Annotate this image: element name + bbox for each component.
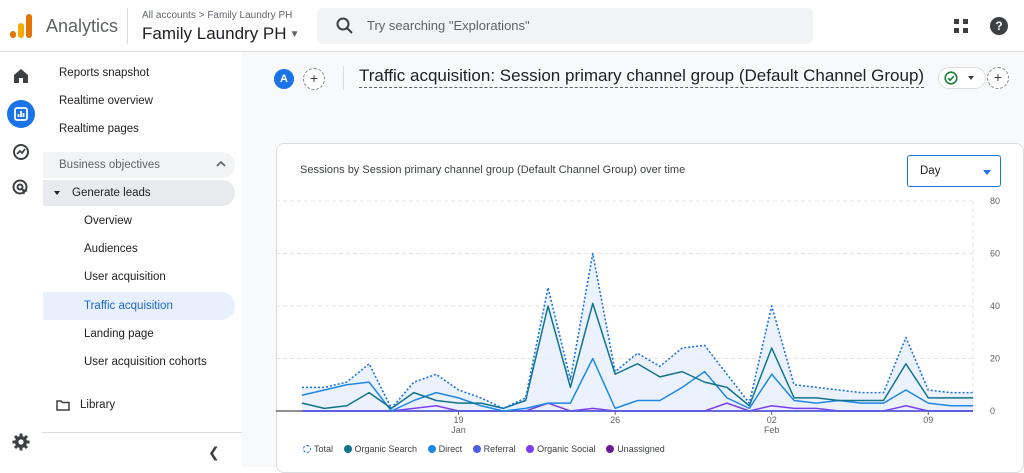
x-tick-label: 26 <box>610 415 620 425</box>
section-business-objectives[interactable]: Business objectives <box>43 152 235 178</box>
legend-item-referral[interactable]: Referral <box>472 444 516 454</box>
nav-rail <box>0 52 42 467</box>
customize-report-button[interactable]: + <box>987 67 1009 89</box>
group-label: Generate leads <box>72 187 151 199</box>
legend-item-organic-social[interactable]: Organic Social <box>526 444 596 454</box>
sidebar-item-library[interactable]: Library <box>56 399 115 411</box>
account-breadcrumb[interactable]: All accounts > Family Laundry PH <box>142 10 293 21</box>
sidebar-item-realtime-overview[interactable]: Realtime overview <box>59 95 153 107</box>
home-icon[interactable] <box>9 64 33 88</box>
legend-dot <box>606 445 615 453</box>
app-name: Analytics <box>46 16 119 36</box>
top-bar: Analytics All accounts > Family Laundry … <box>0 0 1024 52</box>
legend-item-unassigned[interactable]: Unassigned <box>606 444 665 454</box>
analytics-logo[interactable] <box>10 14 32 38</box>
apps-grid-icon[interactable] <box>954 19 968 33</box>
expand-triangle-icon <box>54 191 60 195</box>
search-box[interactable]: Try searching "Explorations" <box>317 8 813 44</box>
reports-sidebar: Reports snapshot Realtime overview Realt… <box>42 52 242 467</box>
legend-label: Referral <box>483 444 516 454</box>
add-comparison-button[interactable]: + <box>303 68 325 90</box>
group-generate-leads[interactable]: Generate leads <box>43 180 235 206</box>
chart-card <box>276 143 1024 473</box>
search-placeholder: Try searching "Explorations" <box>367 18 530 33</box>
caret-down-icon <box>968 76 974 80</box>
legend-label: Organic Social <box>537 444 596 454</box>
legend-item-direct[interactable]: Direct <box>427 444 463 454</box>
y-tick-label: 0 <box>990 406 995 416</box>
legend-label: Organic Search <box>354 444 418 454</box>
x-tick-label: 09 <box>923 415 933 425</box>
sidebar-item-reports-snapshot[interactable]: Reports snapshot <box>59 67 150 79</box>
section-label: Business objectives <box>59 159 160 171</box>
legend-dot <box>343 445 352 453</box>
collapse-sidebar-icon[interactable]: ❮ <box>208 444 220 460</box>
comparison-avatar[interactable]: A <box>274 69 294 89</box>
x-tick-sublabel: Feb <box>764 425 780 435</box>
sidebar-item-user-acquisition[interactable]: User acquisition <box>84 271 166 283</box>
series-line-direct <box>301 357 973 412</box>
legend-item-total[interactable]: Total <box>303 444 333 454</box>
sidebar-item-realtime-pages[interactable]: Realtime pages <box>59 123 139 135</box>
sidebar-item-audiences[interactable]: Audiences <box>84 243 138 255</box>
check-circle-icon <box>944 71 958 85</box>
series-line-organic-search <box>301 302 973 410</box>
reports-icon[interactable] <box>7 100 35 128</box>
report-status-menu[interactable] <box>938 67 986 89</box>
search-icon <box>336 17 353 34</box>
page-title[interactable]: Traffic acquisition: Session primary cha… <box>359 66 925 88</box>
legend-label: Total <box>314 444 334 454</box>
x-tick-label: 02 <box>767 415 777 425</box>
legend-item-organic-search[interactable]: Organic Search <box>343 444 418 454</box>
legend-label: Unassigned <box>617 444 665 454</box>
legend-dot <box>303 445 311 453</box>
y-tick-label: 40 <box>990 301 1000 311</box>
chart-legend: Total Organic Search Direct Referral Org… <box>303 444 673 454</box>
caret-down-icon: ▼ <box>289 29 300 41</box>
dropdown-arrow-icon <box>983 170 991 175</box>
folder-icon <box>56 400 70 411</box>
legend-label: Direct <box>438 444 463 454</box>
sidebar-item-overview[interactable]: Overview <box>84 215 132 227</box>
advertising-icon[interactable] <box>9 176 33 200</box>
sidebar-item-user-acquisition-cohorts[interactable]: User acquisition cohorts <box>84 356 207 368</box>
explore-icon[interactable] <box>9 140 33 164</box>
property-name: Family Laundry PH <box>142 24 287 43</box>
library-label: Library <box>80 399 116 412</box>
chart-title: Sessions by Session primary channel grou… <box>300 164 686 176</box>
total-area-fill <box>302 253 973 411</box>
legend-dot <box>427 445 436 453</box>
legend-dot <box>526 445 535 453</box>
settings-gear-icon[interactable] <box>11 432 31 452</box>
active-item-label: Traffic acquisition <box>84 300 173 312</box>
sidebar-item-traffic-acquisition[interactable]: Traffic acquisition <box>43 292 235 320</box>
chevron-up-icon <box>216 160 226 167</box>
help-icon[interactable]: ? <box>990 17 1008 35</box>
sidebar-item-landing-page[interactable]: Landing page <box>84 328 154 340</box>
sidebar-divider <box>42 432 242 433</box>
legend-dot <box>472 445 481 453</box>
y-tick-label: 80 <box>990 196 1000 206</box>
y-tick-label: 20 <box>990 354 1000 364</box>
title-divider <box>343 66 344 90</box>
y-tick-label: 60 <box>990 249 1000 259</box>
x-tick-label: 19 <box>454 415 464 425</box>
header-divider <box>127 8 128 44</box>
interval-value: Day <box>920 165 941 177</box>
x-tick-sublabel: Jan <box>451 425 466 435</box>
interval-dropdown[interactable]: Day <box>907 155 1001 187</box>
property-selector[interactable]: Family Laundry PH ▼ <box>142 24 299 44</box>
